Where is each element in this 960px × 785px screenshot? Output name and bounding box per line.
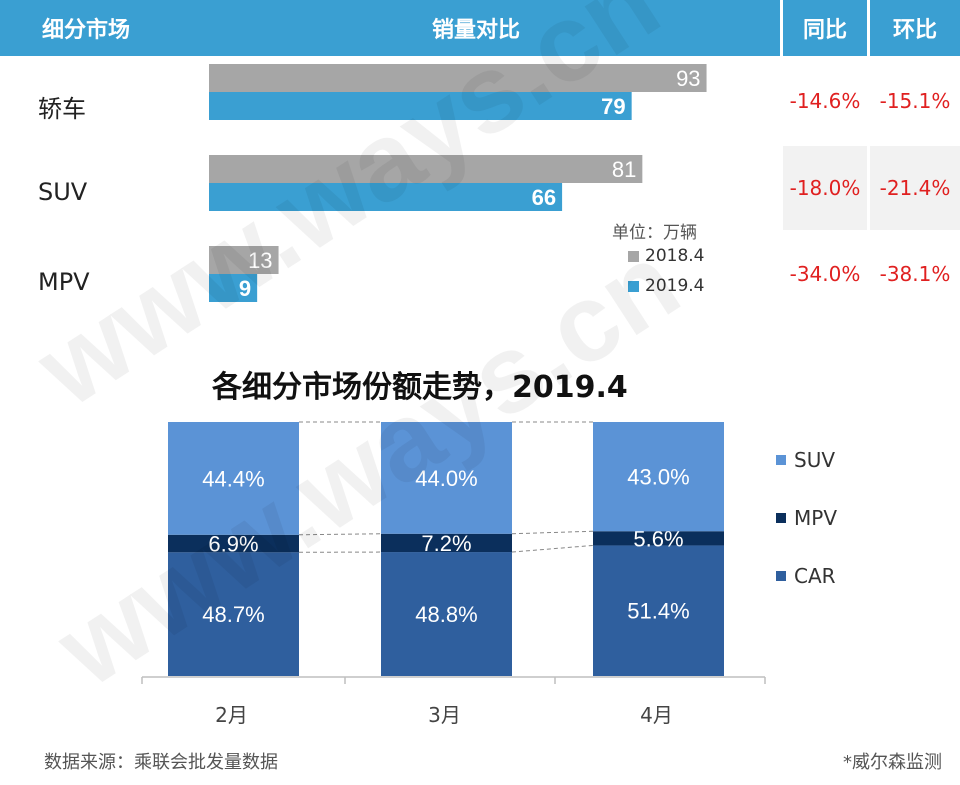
header-comparison: 销量对比 — [172, 0, 780, 56]
stack-MPV-2 — [593, 531, 724, 546]
header-yoy-label: 同比 — [802, 18, 847, 43]
legend-swatch-2018 — [628, 250, 639, 262]
category-label-suv: SUV — [38, 178, 88, 206]
header-comparison-label: 销量对比 — [431, 18, 520, 43]
legend-swatch-car — [776, 571, 786, 581]
stack-label-SUV-1: 44.0% — [415, 466, 477, 491]
stack-CAR-1 — [381, 552, 512, 676]
stack-label-CAR-0: 48.7% — [202, 602, 264, 627]
category-label-sedan: 轿车 — [38, 95, 86, 123]
category-label-mpv: MPV — [38, 268, 90, 296]
unit-label: 单位：万辆 — [612, 223, 697, 243]
connector-MPV-1 — [511, 530, 594, 535]
legend-label-suv: SUV — [794, 448, 836, 472]
legend-item-2018: 2018.4 — [628, 246, 704, 266]
stack-SUV-0 — [168, 422, 299, 535]
stack-label-SUV-0: 44.4% — [202, 466, 264, 491]
header-mom: 环比 — [870, 0, 960, 56]
stack-SUV-1 — [381, 422, 512, 534]
stack-CAR-0 — [168, 552, 299, 676]
legend-label-car: CAR — [794, 564, 836, 588]
connector-MPV-0 — [298, 533, 382, 536]
stack-label-CAR-2: 51.4% — [627, 599, 689, 624]
monitor-note: *威尔森监测 — [843, 752, 942, 773]
source-note: 数据来源：乘联会批发量数据 — [44, 752, 278, 773]
bar-2018.4-1 — [209, 155, 643, 183]
yoy-sedan: -14.6% — [789, 89, 861, 113]
legend-swatch-mpv — [776, 513, 786, 523]
legend-item-mpv: MPV — [776, 506, 837, 530]
share-chart-title: 各细分市场份额走势，2019.4 — [212, 370, 628, 405]
bar-label-2018.4-2: 13 — [248, 248, 272, 273]
stack-label-MPV-0: 6.9% — [208, 532, 258, 557]
yoy-mpv: -34.0% — [789, 262, 861, 286]
header-segment-label: 细分市场 — [41, 18, 130, 43]
x-tick-label-2: 4月 — [640, 703, 673, 727]
stack-SUV-2 — [593, 422, 724, 532]
x-tick-label-0: 2月 — [215, 703, 248, 727]
stack-label-MPV-1: 7.2% — [421, 531, 471, 556]
legend-item-2019: 2019.4 — [628, 276, 704, 296]
mom-mpv: -38.1% — [879, 262, 951, 286]
header-yoy: 同比 — [783, 0, 867, 56]
bar-label-2018.4-0: 93 — [676, 66, 700, 91]
legend-label-mpv: MPV — [794, 506, 837, 530]
bar-2019.4-0 — [209, 92, 632, 120]
stack-label-SUV-2: 43.0% — [627, 465, 689, 490]
yoy-suv: -18.0% — [783, 146, 867, 230]
mom-suv: -21.4% — [870, 146, 960, 230]
bar-2018.4-0 — [209, 64, 707, 92]
bar-label-2018.4-1: 81 — [612, 157, 636, 182]
stack-label-CAR-1: 48.8% — [415, 602, 477, 627]
legend-swatch-suv — [776, 455, 786, 465]
stack-MPV-0 — [168, 534, 299, 553]
stack-MPV-1 — [381, 533, 512, 553]
legend-item-car: CAR — [776, 564, 836, 588]
legend-label-2019: 2019.4 — [645, 276, 705, 296]
header-mom-label: 环比 — [892, 18, 937, 43]
bar-label-2019.4-0: 79 — [601, 94, 625, 119]
connector-CAR-1 — [511, 544, 594, 553]
x-tick-label-1: 3月 — [428, 703, 461, 727]
stack-CAR-2 — [593, 545, 724, 676]
bar-label-2019.4-1: 66 — [532, 185, 556, 210]
legend-label-2018: 2018.4 — [645, 246, 705, 266]
bar-2018.4-2 — [209, 246, 279, 274]
bar-2019.4-2 — [209, 274, 258, 302]
legend-item-suv: SUV — [776, 448, 835, 472]
bar-label-2019.4-2: 9 — [239, 276, 251, 301]
legend-swatch-2019 — [628, 280, 639, 292]
bar-2019.4-1 — [209, 183, 563, 211]
mom-sedan: -15.1% — [879, 89, 951, 113]
header-segment: 细分市场 — [0, 0, 172, 56]
